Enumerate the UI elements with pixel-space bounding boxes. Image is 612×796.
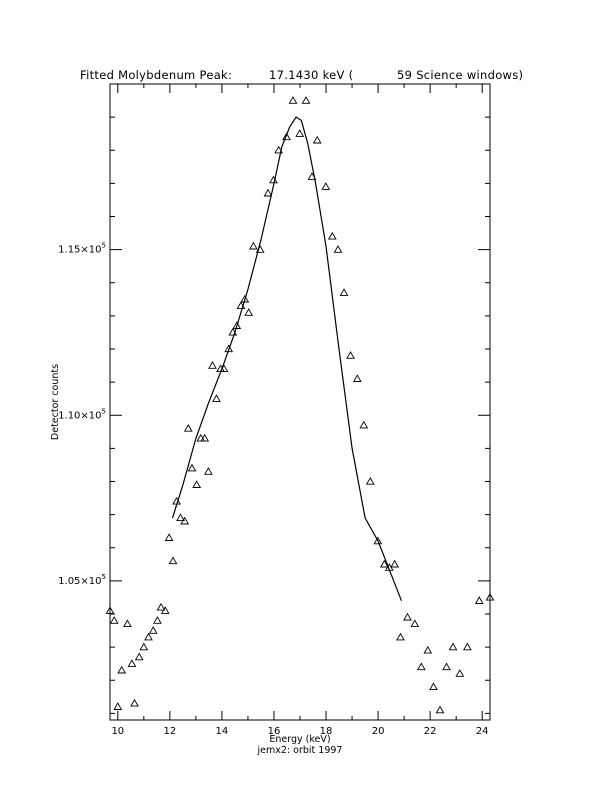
data-point-triangle — [403, 612, 412, 621]
data-point-triangle — [187, 463, 197, 472]
data-point-triangle — [160, 606, 170, 614]
chart-title: Fitted Molybdenum Peak: 17.1430 keV ( 59… — [80, 68, 523, 82]
data-point-triangle — [153, 616, 162, 624]
data-point-triangle — [365, 476, 375, 485]
data-point-triangle — [282, 132, 291, 141]
data-point-triangle — [339, 288, 349, 296]
data-point-triangle — [455, 669, 465, 677]
y-axis-ticks — [110, 83, 490, 714]
data-point-triangle — [485, 592, 495, 601]
data-point-triangle — [410, 619, 420, 628]
y-axis-tick-labels: 1.05×105 1.10×105 1.15×105 — [58, 242, 106, 587]
data-point-triangle — [127, 659, 137, 667]
data-point-triangle — [274, 145, 284, 154]
y-tick-label: 1.15×105 — [58, 242, 106, 256]
x-axis-label: Energy (keV) — [269, 734, 330, 745]
data-point-triangle — [130, 698, 139, 707]
data-point-triangle — [139, 642, 149, 651]
data-point-triangle — [219, 364, 229, 373]
chart-title-energy-value: 17.1430 keV ( — [269, 68, 353, 82]
data-point-triangle — [176, 513, 185, 522]
data-point-triangle — [144, 632, 153, 641]
data-point-triangle — [224, 344, 234, 353]
data-point-triangle — [359, 420, 369, 429]
data-point-triangle — [295, 129, 305, 137]
data-point-triangle — [228, 327, 238, 336]
data-point-triangle — [183, 423, 193, 432]
data-point-triangle — [117, 665, 127, 674]
data-point-triangle — [200, 433, 210, 442]
data-point-triangle — [352, 374, 362, 382]
data-point-triangle — [208, 361, 217, 369]
data-point-triangle — [416, 662, 426, 671]
x-tick-label: 18 — [320, 726, 333, 737]
x-axis-tick-labels: 10 12 14 16 18 20 22 24 — [111, 726, 488, 737]
data-point-triangle — [396, 632, 405, 641]
data-point-triangle — [180, 516, 190, 525]
chart-subtitle: jemx2: orbit 1997 — [257, 745, 343, 756]
data-point-triangle — [379, 559, 389, 568]
data-point-triangle — [172, 496, 181, 505]
data-point-triangle — [307, 172, 317, 180]
data-point-triangle — [321, 182, 331, 190]
data-point-triangle — [312, 135, 322, 144]
chart-title-windows-count: 59 Science windows) — [397, 68, 523, 82]
data-point-triangle — [236, 301, 246, 310]
data-point-triangle — [442, 662, 451, 671]
data-point-triangle — [240, 294, 250, 303]
data-point-triangle — [123, 619, 132, 628]
data-point-triangle — [373, 536, 383, 545]
data-point-triangle — [113, 702, 123, 710]
fit-line-layer — [171, 116, 403, 602]
data-point-triangle — [232, 321, 242, 329]
x-tick-label: 16 — [268, 726, 281, 737]
data-point-triangle — [301, 96, 311, 104]
data-point-triangle — [269, 175, 278, 184]
data-point-triangle — [346, 351, 355, 359]
data-point-triangle — [109, 616, 119, 624]
x-tick-label: 20 — [372, 726, 385, 737]
data-point-triangle — [105, 606, 115, 614]
x-axis-ticks — [117, 84, 483, 720]
data-point-triangle — [448, 642, 458, 651]
data-point-triangle — [288, 96, 298, 104]
data-point-triangle — [212, 394, 221, 402]
data-point-triangle — [435, 705, 445, 714]
data-point-triangle — [134, 652, 144, 661]
data-point-triangle — [423, 645, 433, 654]
data-point-triangle — [327, 231, 337, 240]
data-point-triangle — [249, 241, 258, 250]
data-point-triangle — [204, 467, 213, 475]
data-point-triangle — [463, 642, 472, 651]
fitted-gaussian-line — [171, 116, 403, 602]
x-tick-label: 14 — [216, 726, 229, 737]
y-axis-label: Detector counts — [50, 364, 61, 440]
data-point-triangle — [164, 533, 174, 541]
y-tick-label: 1.10×105 — [58, 407, 106, 421]
data-point-triangle — [390, 559, 400, 568]
y-tick-label: 1.05×105 — [58, 573, 106, 587]
chart-title-label: Fitted Molybdenum Peak: — [80, 68, 232, 82]
x-tick-label: 10 — [111, 726, 124, 737]
data-point-triangle — [255, 245, 265, 253]
data-point-triangle — [474, 596, 484, 604]
data-point-triangle — [192, 480, 202, 488]
plot-area-frame — [109, 83, 491, 721]
data-points-layer — [105, 96, 495, 714]
data-point-triangle — [156, 602, 166, 611]
x-tick-label: 22 — [424, 726, 437, 737]
x-tick-label: 12 — [163, 726, 176, 737]
data-point-triangle — [168, 556, 178, 565]
x-tick-label: 24 — [476, 726, 489, 737]
data-point-triangle — [148, 626, 158, 634]
data-point-triangle — [429, 682, 438, 691]
data-point-triangle — [244, 308, 254, 316]
data-point-triangle — [333, 245, 343, 253]
data-point-triangle — [263, 188, 273, 197]
